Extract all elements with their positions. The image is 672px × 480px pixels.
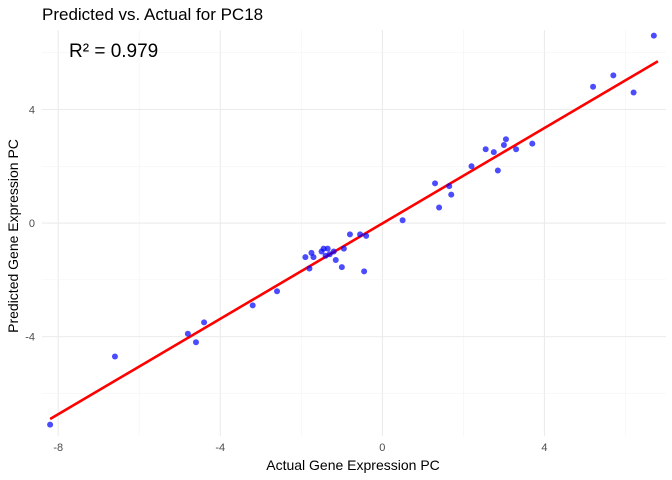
y-axis-title: Predicted Gene Expression PC: [5, 139, 21, 333]
grid: [42, 30, 666, 436]
data-point: [330, 248, 337, 255]
data-point: [361, 268, 368, 275]
chart-title: Predicted vs. Actual for PC18: [42, 5, 263, 24]
y-tick-label: -4: [25, 332, 35, 344]
data-point: [274, 288, 281, 295]
data-point: [306, 265, 313, 272]
data-point: [468, 163, 475, 170]
y-tick-label: 0: [29, 218, 35, 230]
data-point: [340, 245, 347, 252]
x-tick-label: 0: [379, 442, 385, 454]
data-point: [249, 302, 256, 309]
fit-line-layer: [49, 60, 659, 421]
data-point: [399, 217, 406, 224]
data-point: [357, 231, 364, 238]
data-point: [448, 191, 455, 198]
data-point: [500, 141, 507, 148]
points-layer: [47, 32, 657, 428]
data-point: [494, 167, 501, 174]
fit-line: [49, 60, 659, 421]
data-point: [346, 231, 353, 238]
x-tick-label: 4: [541, 442, 547, 454]
tick-labels: -8 -4 0 4 -4 0 4: [25, 104, 547, 454]
data-point: [192, 339, 199, 346]
data-point: [650, 32, 657, 39]
data-point: [324, 245, 331, 252]
data-point: [310, 254, 317, 261]
r-squared-annotation: R² = 0.979: [69, 41, 158, 62]
data-point: [436, 204, 443, 211]
data-point: [529, 140, 536, 147]
data-point: [363, 232, 370, 239]
data-point: [302, 254, 309, 261]
x-tick-label: -8: [53, 442, 63, 454]
y-tick-label: 4: [29, 104, 35, 116]
data-point: [610, 72, 617, 79]
data-point: [482, 146, 489, 153]
data-point: [446, 183, 453, 190]
data-point: [590, 83, 597, 90]
data-point: [47, 421, 54, 428]
data-point: [630, 89, 637, 96]
data-point: [332, 256, 339, 263]
data-point: [502, 136, 509, 143]
x-axis-title: Actual Gene Expression PC: [266, 457, 440, 473]
data-point: [111, 353, 118, 360]
data-point: [184, 330, 191, 337]
data-point: [201, 319, 208, 326]
data-point: [432, 180, 439, 187]
data-point: [338, 264, 345, 271]
data-point: [513, 146, 520, 153]
data-point: [490, 149, 497, 156]
x-tick-label: -4: [215, 442, 225, 454]
